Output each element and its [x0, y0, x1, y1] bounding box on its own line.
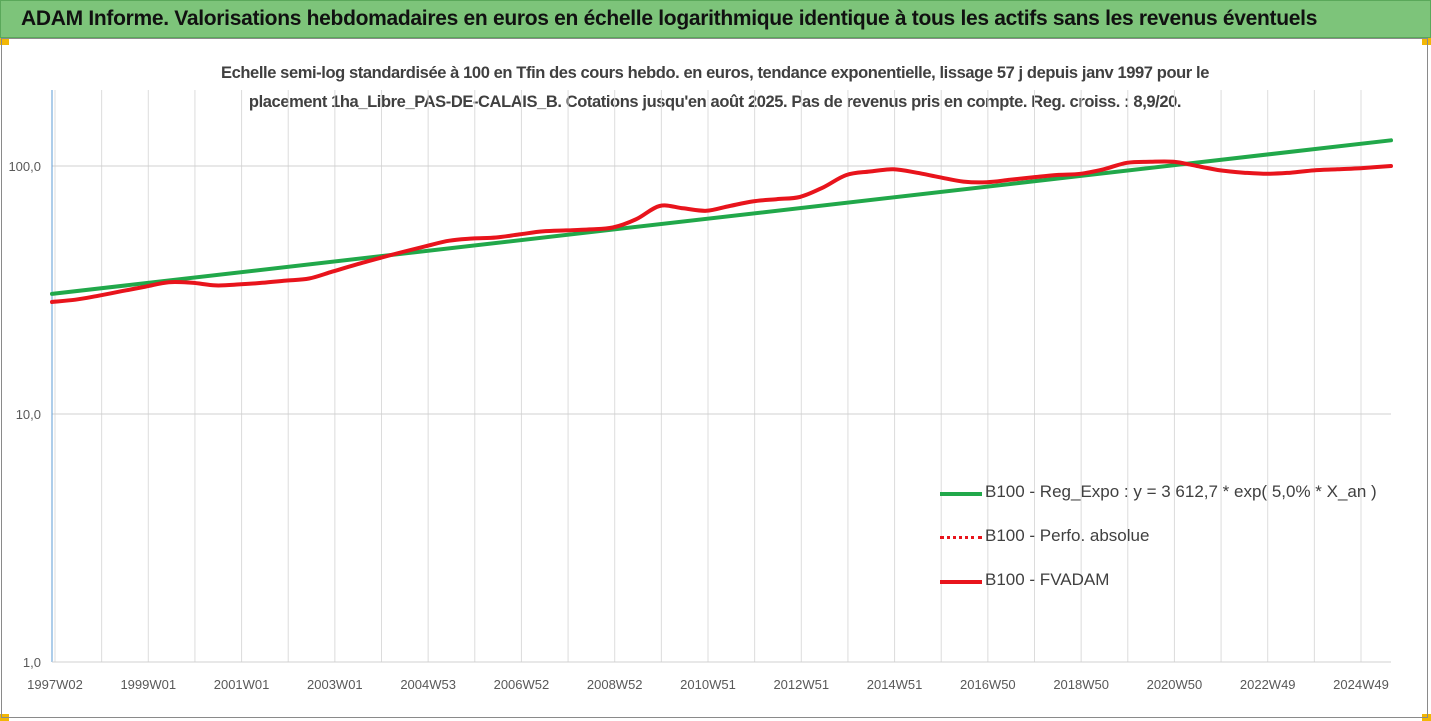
series-line-fvadam	[50, 159, 1393, 304]
tick-labels: 1,0 10,0 100,0 1997W02 1999W01 2001W01 2003W01…	[8, 159, 1388, 692]
x-tick-label: 2022W49	[1240, 677, 1296, 692]
report-title-banner: ADAM Informe. Valorisations hebdomadaire…	[0, 0, 1431, 38]
x-tick-label: 2024W49	[1333, 677, 1389, 692]
x-tick-label: 2020W50	[1147, 677, 1203, 692]
x-tick-label: 1997W02	[27, 677, 83, 692]
corner-marker-top-right	[1422, 38, 1431, 45]
chart-title-line-1: Echelle semi-log standardisée à 100 en T…	[221, 64, 1209, 82]
legend-swatch-perfo-absolue	[940, 536, 982, 539]
x-tick-label: 2004W53	[400, 677, 456, 692]
grid-lines	[52, 90, 1391, 663]
corner-marker-top-left	[0, 38, 9, 45]
x-tick-label: 2016W50	[960, 677, 1016, 692]
x-tick-label: 2014W51	[867, 677, 923, 692]
legend-label-regression: B100 - Reg_Expo : y = 3 612,7 * exp( 5,0…	[985, 482, 1377, 501]
chart-frame	[1, 38, 1428, 718]
x-tick-label: 2012W51	[773, 677, 829, 692]
x-tick-label: 2006W52	[494, 677, 550, 692]
report-title: ADAM Informe. Valorisations hebdomadaire…	[21, 7, 1318, 30]
chart-title-line-2: placement 1ha_Libre_PAS-DE-CALAIS_B. Cot…	[248, 93, 1182, 111]
x-tick-label: 2003W01	[307, 677, 363, 692]
series-lines	[50, 138, 1393, 304]
y-tick-label: 100,0	[8, 159, 41, 174]
y-tick-label: 1,0	[23, 655, 41, 670]
legend-swatch-regression	[940, 492, 982, 496]
legend-label-fvadam: B100 - FVADAM	[985, 570, 1110, 589]
legend-swatch-fvadam	[940, 580, 982, 584]
x-tick-label: 1999W01	[120, 677, 176, 692]
legend-label-perfo-absolue: B100 - Perfo. absolue	[985, 526, 1150, 545]
x-tick-label: 2001W01	[214, 677, 270, 692]
x-tick-label: 2010W51	[680, 677, 736, 692]
x-tick-label: 2018W50	[1053, 677, 1109, 692]
series-line-regression	[50, 138, 1393, 296]
x-tick-label: 2008W52	[587, 677, 643, 692]
axes	[51, 90, 1391, 663]
y-tick-label: 10,0	[16, 407, 41, 422]
